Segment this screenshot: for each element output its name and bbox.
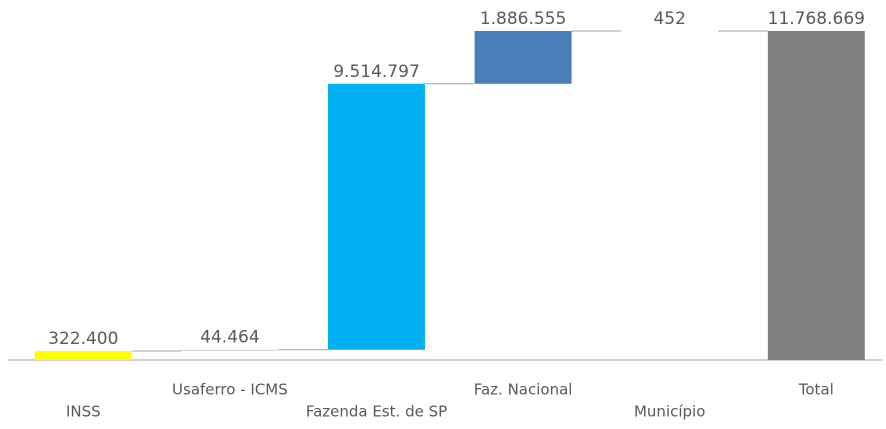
x-tick-label: Fazenda Est. de SP xyxy=(306,403,447,421)
bar xyxy=(328,83,425,350)
bar xyxy=(474,31,572,84)
value-label: 452 xyxy=(653,9,685,29)
x-tick-label: Total xyxy=(798,381,834,399)
bar xyxy=(621,31,719,32)
x-tick-label: Usaferro - ICMS xyxy=(172,381,288,399)
bar xyxy=(34,350,132,360)
x-tick-label: INSS xyxy=(66,403,101,421)
x-tick-label: Município xyxy=(634,403,705,421)
value-label: 44.464 xyxy=(200,328,259,348)
value-label: 9.514.797 xyxy=(333,62,420,82)
bar xyxy=(181,349,279,351)
value-label: 11.768.669 xyxy=(768,9,865,29)
x-tick-label: Faz. Nacional xyxy=(474,381,573,399)
value-label: 322.400 xyxy=(48,329,118,349)
bar xyxy=(767,31,865,360)
value-label: 1.886.555 xyxy=(480,9,567,29)
